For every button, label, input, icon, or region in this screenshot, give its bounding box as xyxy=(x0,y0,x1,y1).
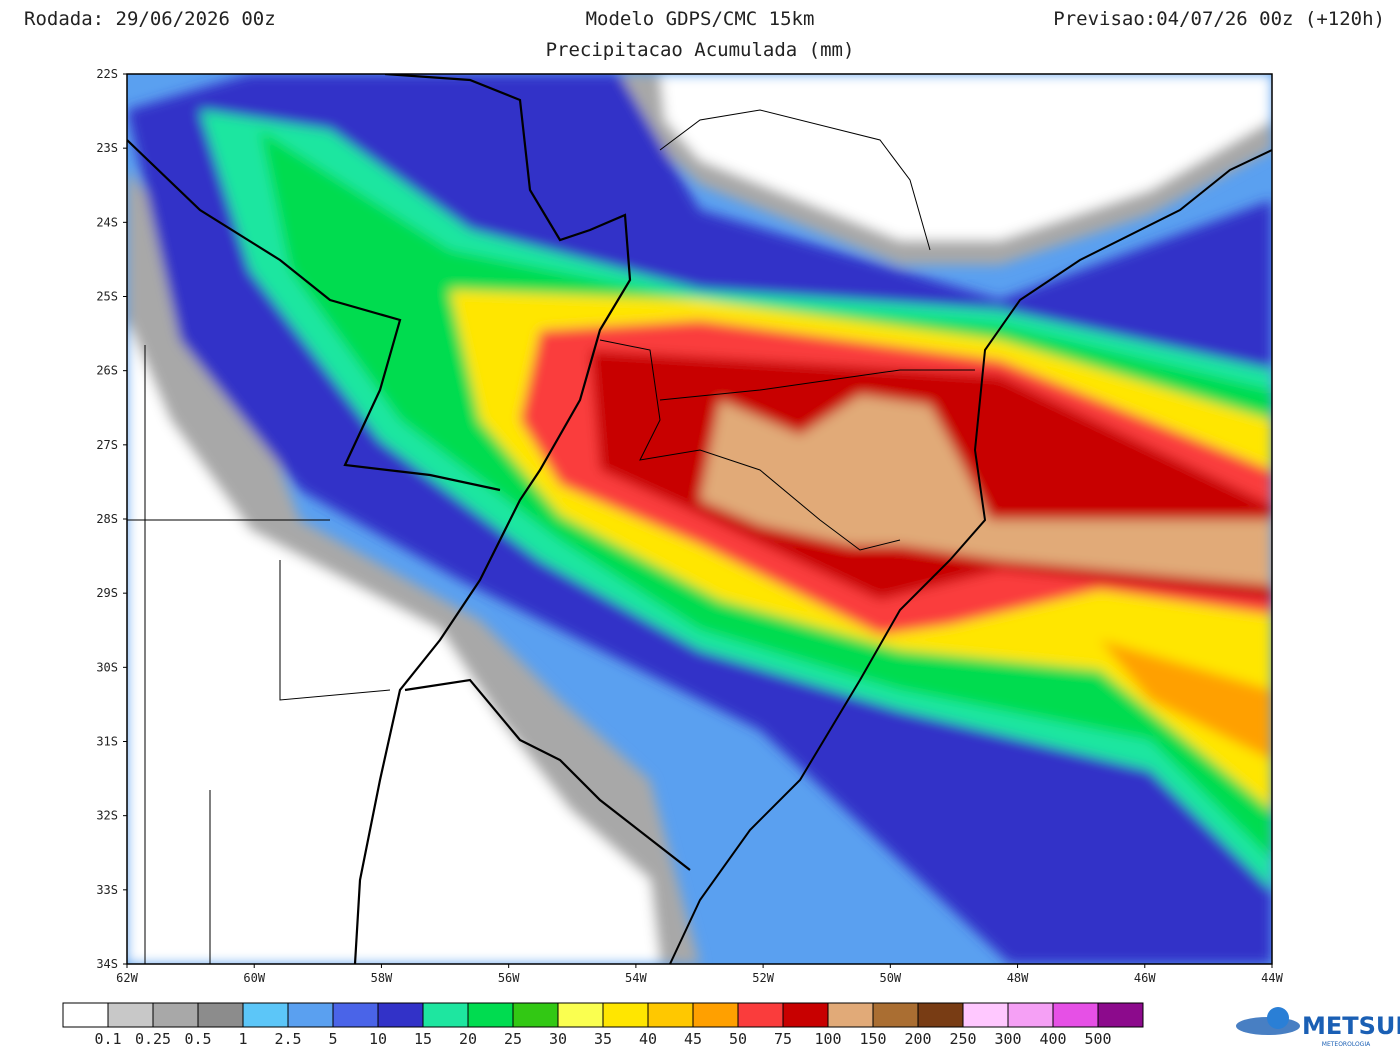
borders xyxy=(127,74,1272,964)
colorbar-swatch xyxy=(467,1002,514,1028)
colorbar-label: 1 xyxy=(238,1030,247,1048)
colorbar-label: 50 xyxy=(729,1030,747,1048)
colorbar-label: 25 xyxy=(504,1030,522,1048)
lat-label: 23S xyxy=(96,141,118,155)
colorbar-swatch xyxy=(1007,1002,1054,1028)
colorbar-swatch xyxy=(107,1002,154,1028)
colorbar-label: 0.25 xyxy=(135,1030,171,1048)
coastline xyxy=(669,149,1272,964)
colorbar-label: 40 xyxy=(639,1030,657,1048)
lat-label: 34S xyxy=(96,957,118,971)
forecast-label: Previsao:04/07/26 00z (+120h) xyxy=(1053,8,1385,30)
axes: 22S23S24S25S26S27S28S29S30S31S32S33S34S6… xyxy=(96,67,1283,985)
colorbar-swatch xyxy=(512,1002,559,1028)
colorbar: 0.1 0.25 0.5 1 2.5 5 10 15 20 25 30 35 40 45 50 75 100 15… xyxy=(62,1002,1144,1048)
lon-label: 58W xyxy=(371,971,393,985)
colorbar-swatch xyxy=(737,1002,784,1028)
colorbar-label: 300 xyxy=(994,1030,1021,1048)
lat-label: 26S xyxy=(96,364,118,378)
colorbar-swatch xyxy=(197,1002,244,1028)
colorbar-swatch xyxy=(377,1002,424,1028)
colorbar-swatch xyxy=(602,1002,649,1028)
state-border-north xyxy=(659,109,931,251)
colorbar-label: 10 xyxy=(369,1030,387,1048)
country-border-west xyxy=(127,139,501,492)
colorbar-label: 200 xyxy=(904,1030,931,1048)
colorbar-swatch xyxy=(287,1002,334,1028)
lat-label: 31S xyxy=(96,735,118,749)
lat-label: 29S xyxy=(96,586,118,600)
colorbar-swatch xyxy=(1052,1002,1099,1028)
colorbar-swatch xyxy=(917,1002,964,1028)
country-border xyxy=(353,74,632,964)
colorbar-label: 150 xyxy=(859,1030,886,1048)
lon-label: 60W xyxy=(243,971,265,985)
colorbar-swatch xyxy=(557,1002,604,1028)
colorbar-label: 0.5 xyxy=(184,1030,211,1048)
field-white-north xyxy=(660,74,1272,240)
field-band-orange xyxy=(1100,640,1272,760)
colorbar-swatch xyxy=(962,1002,1009,1028)
state-border xyxy=(599,339,901,551)
lat-label: 33S xyxy=(96,883,118,897)
colorbar-label: 0.1 xyxy=(94,1030,121,1048)
colorbar-swatch xyxy=(1097,1002,1144,1028)
run-label: Rodada: 29/06/2026 00z xyxy=(24,8,276,30)
colorbar-label: 5 xyxy=(328,1030,337,1048)
lat-label: 22S xyxy=(96,67,118,81)
colorbar-swatch xyxy=(152,1002,199,1028)
colorbar-swatch xyxy=(332,1002,379,1028)
precip-field xyxy=(127,74,1272,964)
logo-text: METSUL xyxy=(1302,1012,1400,1040)
lon-label: 46W xyxy=(1134,971,1156,985)
colorbar-swatch xyxy=(647,1002,694,1028)
subtitle: Precipitacao Acumulada (mm) xyxy=(546,39,855,61)
lat-label: 28S xyxy=(96,512,118,526)
colorbar-label: 250 xyxy=(949,1030,976,1048)
model-label: Modelo GDPS/CMC 15km xyxy=(586,8,815,30)
lat-label: 32S xyxy=(96,809,118,823)
colorbar-swatch xyxy=(782,1002,829,1028)
colorbar-label: 500 xyxy=(1084,1030,1111,1048)
colorbar-label: 400 xyxy=(1039,1030,1066,1048)
colorbar-swatch xyxy=(242,1002,289,1028)
colorbar-swatch xyxy=(692,1002,739,1028)
colorbar-label: 100 xyxy=(814,1030,841,1048)
lon-label: 56W xyxy=(498,971,520,985)
colorbar-label: 20 xyxy=(459,1030,477,1048)
colorbar-label: 75 xyxy=(774,1030,792,1048)
field-white xyxy=(127,320,660,964)
colorbar-swatch xyxy=(62,1002,109,1028)
logo-subtext: METEOROLOGIA xyxy=(1322,1041,1371,1048)
colorbar-swatch xyxy=(422,1002,469,1028)
logo-globe xyxy=(1267,1007,1289,1029)
lon-label: 48W xyxy=(1007,971,1029,985)
colorbar-swatch xyxy=(872,1002,919,1028)
lon-label: 44W xyxy=(1261,971,1283,985)
logo: METSUL METEOROLOGIA xyxy=(1236,1007,1400,1048)
lon-label: 52W xyxy=(752,971,774,985)
lat-label: 24S xyxy=(96,215,118,229)
colorbar-label: 15 xyxy=(414,1030,432,1048)
lat-label: 30S xyxy=(96,660,118,674)
lon-label: 62W xyxy=(116,971,138,985)
colorbar-label: 35 xyxy=(594,1030,612,1048)
country-border-south xyxy=(404,678,691,871)
state-border-2 xyxy=(659,369,975,401)
lon-label: 50W xyxy=(879,971,901,985)
colorbar-label: 2.5 xyxy=(274,1030,301,1048)
colorbar-swatch xyxy=(827,1002,874,1028)
lat-label: 27S xyxy=(96,438,118,452)
province-borders xyxy=(127,345,391,964)
colorbar-label: 30 xyxy=(549,1030,567,1048)
lat-label: 25S xyxy=(96,290,118,304)
lon-label: 54W xyxy=(625,971,647,985)
colorbar-label: 45 xyxy=(684,1030,702,1048)
